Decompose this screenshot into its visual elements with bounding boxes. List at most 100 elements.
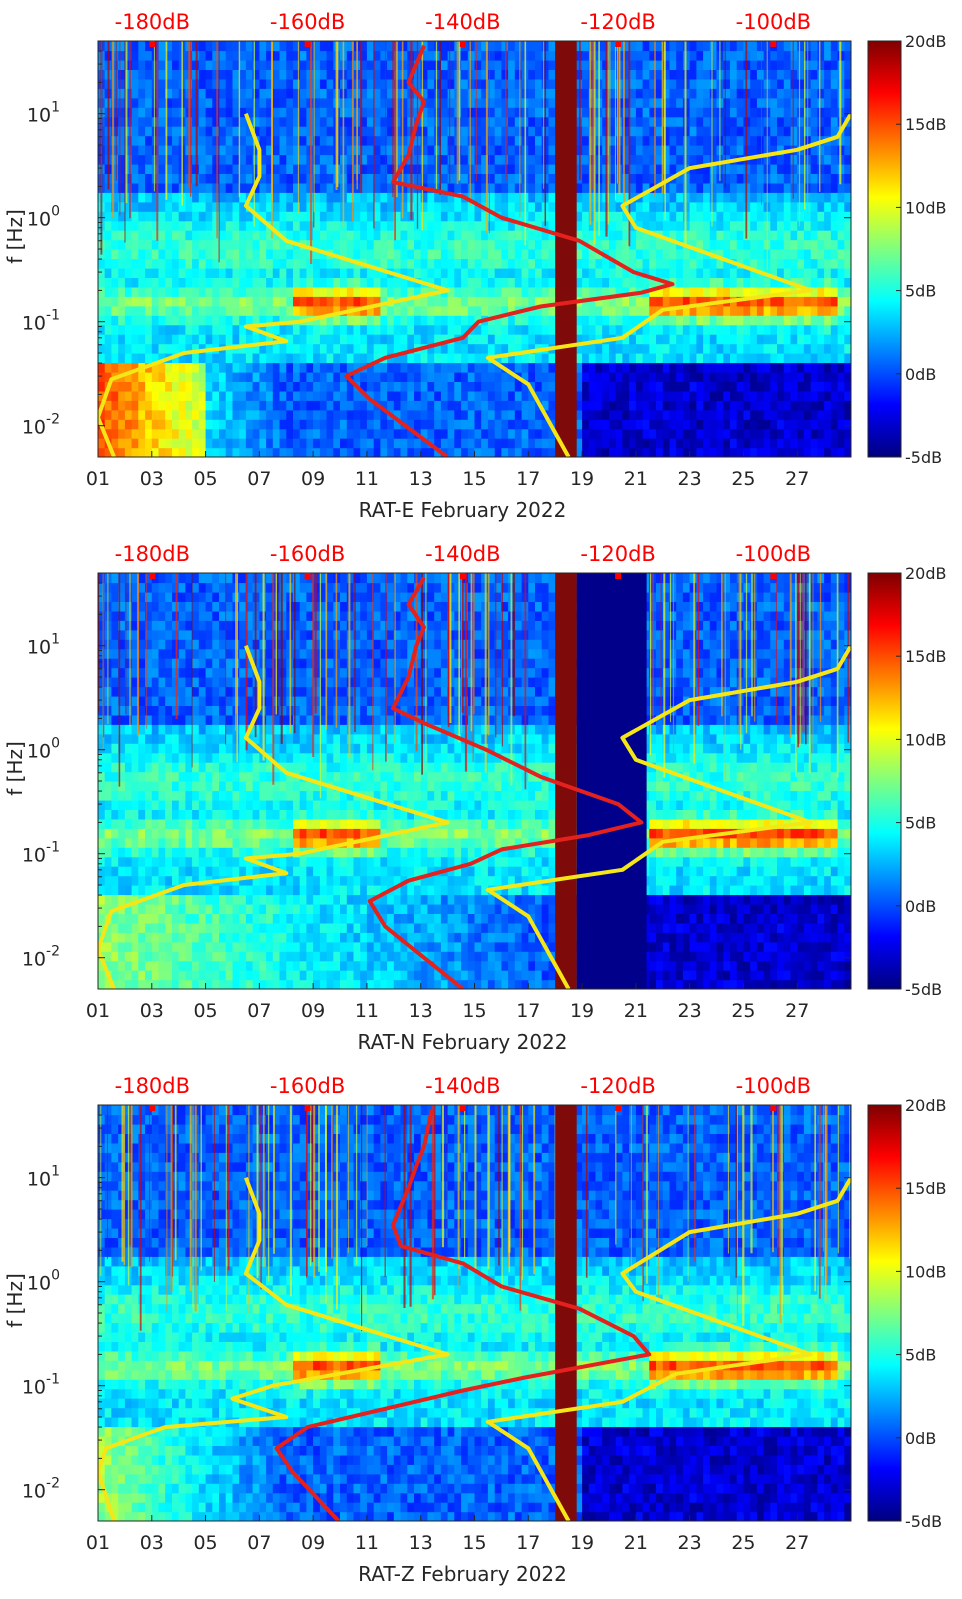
x-tick-label: 11: [355, 1000, 379, 1022]
x-tick-label: 03: [140, 468, 164, 490]
x-tick-label: 19: [570, 1000, 594, 1022]
top-axis-tick-label: -160dB: [270, 10, 345, 34]
colorbar-tick-label: 15dB: [905, 1179, 947, 1198]
top-tick-mark: [149, 573, 156, 579]
top-axis-tick-label: -180dB: [115, 542, 190, 566]
x-tick-label: 21: [624, 1532, 648, 1554]
data-gap-bar: [555, 1105, 577, 1521]
top-axis-tick-label: -160dB: [270, 1074, 345, 1098]
x-axis-label: RAT-Z February 2022: [358, 1562, 567, 1586]
model-curve-right: [485, 644, 851, 989]
x-tick-label: 19: [570, 468, 594, 490]
top-axis-tick-label: -140dB: [425, 542, 500, 566]
y-tick-label: 10-2: [22, 944, 60, 971]
colorbar-tick-label: 5dB: [905, 1346, 936, 1365]
x-tick-label: 21: [624, 1000, 648, 1022]
x-axis-label: RAT-E February 2022: [359, 498, 567, 522]
x-tick-label: 01: [86, 1532, 110, 1554]
y-axis-label: f [Hz]: [3, 741, 27, 796]
x-tick-label: 01: [86, 468, 110, 490]
colorbar-tick-label: 10dB: [905, 730, 947, 749]
y-tick-label: 100: [27, 1268, 60, 1295]
top-tick-mark: [149, 1105, 156, 1111]
y-tick-label: 101: [27, 100, 60, 127]
colorbar-tick-label: 5dB: [905, 814, 936, 833]
y-tick-label: 10-1: [22, 308, 60, 335]
panel-3: 01 03 05 07 09 11 13 15 17 19 21 23 25 27 10-2 10-1 100 1…: [3, 1074, 947, 1586]
x-axis-label: RAT-N February 2022: [357, 1030, 567, 1054]
x-tick-label: 03: [140, 1532, 164, 1554]
colorbar-tick-label: -5dB: [905, 448, 942, 467]
x-tick-label: 01: [86, 1000, 110, 1022]
y-tick-label: 100: [27, 204, 60, 231]
no-data-region: [576, 573, 647, 989]
colorbar-tick-label: 20dB: [905, 564, 947, 583]
x-tick-label: 09: [301, 1532, 325, 1554]
model-curve-left: [98, 644, 450, 989]
x-tick-label: 13: [409, 1532, 433, 1554]
top-tick-mark: [615, 1105, 622, 1111]
y-tick-label: 100: [27, 736, 60, 763]
x-tick-label: 25: [731, 1000, 755, 1022]
x-tick-label: 07: [247, 1532, 271, 1554]
top-axis-tick-label: -180dB: [115, 1074, 190, 1098]
y-axis-label: f [Hz]: [3, 209, 27, 264]
colorbar-tick-label: 15dB: [905, 115, 947, 134]
model-curve-right: [485, 112, 851, 457]
y-tick-label: 10-1: [22, 840, 60, 867]
top-tick-mark: [304, 573, 311, 579]
spectrogram-heatmap: [98, 1105, 851, 1521]
colorbar-tick-label: 5dB: [905, 282, 936, 301]
x-tick-label: 27: [785, 468, 809, 490]
top-tick-mark: [459, 573, 466, 579]
top-tick-mark: [459, 1105, 466, 1111]
x-tick-label: 23: [678, 468, 702, 490]
colorbar-tick-label: 10dB: [905, 1262, 947, 1281]
colorbar-tick-label: 0dB: [905, 365, 936, 384]
top-tick-mark: [770, 1105, 777, 1111]
colorbar-tick-label: 20dB: [905, 1096, 947, 1115]
top-tick-mark: [615, 41, 622, 47]
colorbar: [867, 1104, 902, 1522]
colorbar: [867, 40, 902, 458]
x-tick-label: 15: [462, 468, 486, 490]
top-tick-mark: [770, 573, 777, 579]
x-tick-label: 05: [193, 1000, 217, 1022]
x-tick-label: 09: [301, 468, 325, 490]
y-tick-label: 10-2: [22, 412, 60, 439]
colorbar-tick-label: 20dB: [905, 32, 947, 51]
x-tick-label: 27: [785, 1532, 809, 1554]
spectrogram-heatmap: [98, 41, 851, 457]
x-tick-label: 05: [193, 1532, 217, 1554]
x-tick-label: 23: [678, 1532, 702, 1554]
mean-spectrum-curve: [344, 45, 675, 457]
x-tick-label: 27: [785, 1000, 809, 1022]
x-tick-label: 17: [516, 468, 540, 490]
top-tick-mark: [770, 41, 777, 47]
model-curve-left: [98, 112, 450, 457]
top-axis-tick-label: -120dB: [580, 542, 655, 566]
top-axis-tick-label: -100dB: [736, 1074, 811, 1098]
colorbar-tick-label: 15dB: [905, 647, 947, 666]
top-tick-mark: [459, 41, 466, 47]
x-tick-label: 13: [409, 1000, 433, 1022]
top-axis-tick-label: -120dB: [580, 1074, 655, 1098]
y-tick-label: 10-2: [22, 1476, 60, 1503]
x-tick-label: 17: [516, 1000, 540, 1022]
x-tick-label: 05: [193, 468, 217, 490]
y-tick-label: 101: [27, 632, 60, 659]
panel-1: 01 03 05 07 09 11 13 15 17 19 21 23 25 27 10-2 10-1 100 1…: [3, 10, 947, 522]
y-axis-label: f [Hz]: [3, 1273, 27, 1328]
x-tick-label: 13: [409, 468, 433, 490]
colorbar-tick-label: -5dB: [905, 1512, 942, 1531]
data-gap-bar: [555, 41, 577, 457]
panel-2: 01 03 05 07 09 11 13 15 17 19 21 23 25 27 10-2 10-1 100 1…: [3, 542, 947, 1054]
top-tick-mark: [615, 573, 622, 579]
x-tick-label: 17: [516, 1532, 540, 1554]
mean-spectrum-curve: [274, 1109, 652, 1521]
colorbar-tick-label: -5dB: [905, 980, 942, 999]
x-tick-label: 19: [570, 1532, 594, 1554]
colorbar-tick-label: 10dB: [905, 198, 947, 217]
top-axis-tick-label: -160dB: [270, 542, 345, 566]
